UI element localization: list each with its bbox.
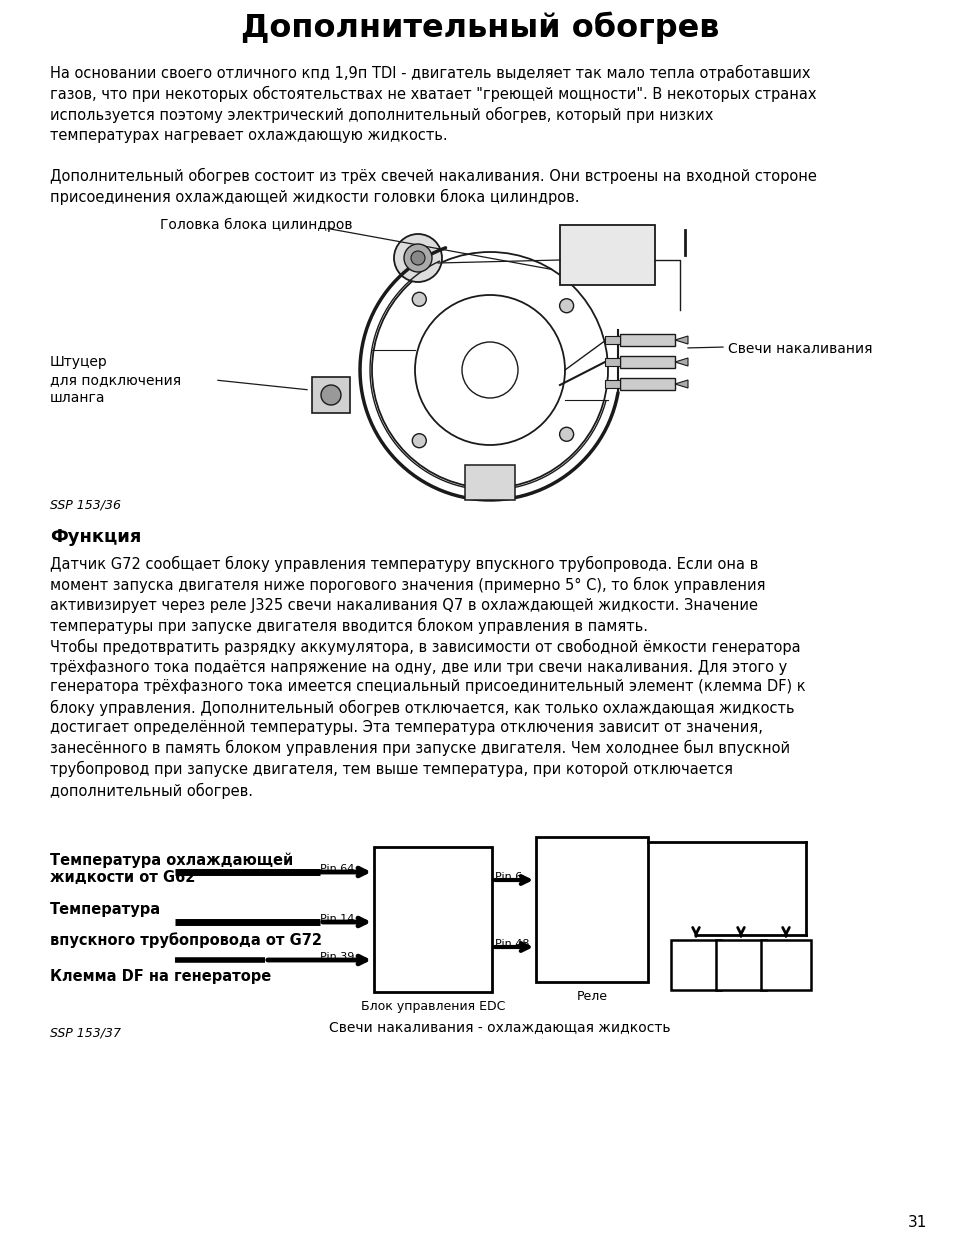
Text: Pin 6: Pin 6 <box>495 872 522 882</box>
Text: Дополнительный обогрев состоит из трёх свечей накаливания. Они встроены на входн: Дополнительный обогрев состоит из трёх с… <box>50 168 817 206</box>
Circle shape <box>321 384 341 406</box>
Text: Свечи накаливания - охлаждающая жидкость: Свечи накаливания - охлаждающая жидкость <box>329 1020 671 1035</box>
Text: Блок управления EDC: Блок управления EDC <box>361 1000 505 1013</box>
Text: Q7: Q7 <box>777 958 796 972</box>
Text: 31: 31 <box>908 1216 927 1231</box>
Text: Клемма DF на генераторе: Клемма DF на генераторе <box>50 968 272 983</box>
Polygon shape <box>675 379 688 388</box>
Text: впускного трубопровода от G72: впускного трубопровода от G72 <box>50 932 322 947</box>
Bar <box>620 356 675 368</box>
Text: Q7: Q7 <box>686 958 706 972</box>
Text: Pin 39: Pin 39 <box>320 952 354 962</box>
Circle shape <box>560 427 574 442</box>
Bar <box>605 336 620 344</box>
Circle shape <box>394 235 442 282</box>
Polygon shape <box>675 358 688 366</box>
Bar <box>605 358 620 366</box>
Text: Pin 48: Pin 48 <box>495 938 530 948</box>
Text: жидкости от G62: жидкости от G62 <box>50 870 196 885</box>
Bar <box>671 940 721 990</box>
Text: Q7: Q7 <box>732 958 751 972</box>
Text: SSP 153/37: SSP 153/37 <box>50 1027 121 1040</box>
Circle shape <box>560 298 574 313</box>
Circle shape <box>412 434 426 448</box>
Bar <box>560 225 655 285</box>
Bar <box>605 379 620 388</box>
Bar <box>465 466 515 500</box>
Text: J325: J325 <box>570 901 613 921</box>
Text: Pin 64: Pin 64 <box>320 864 354 874</box>
Text: Температура: Температура <box>50 902 161 917</box>
Bar <box>374 847 492 992</box>
Bar <box>280 215 730 510</box>
Bar <box>620 334 675 346</box>
Text: Температура охлаждающей: Температура охлаждающей <box>50 852 293 867</box>
Bar <box>536 837 648 982</box>
Circle shape <box>412 292 426 306</box>
Text: SSP 153/36: SSP 153/36 <box>50 498 121 510</box>
Circle shape <box>404 245 432 272</box>
Text: Реле: Реле <box>577 990 608 1003</box>
Text: Pin 14: Pin 14 <box>320 914 354 924</box>
Text: Датчик G72 сообщает блоку управления температуру впускного трубопровода. Если он: Датчик G72 сообщает блоку управления тем… <box>50 557 805 799</box>
Bar <box>761 940 811 990</box>
Bar <box>620 378 675 389</box>
Text: Свечи накаливания: Свечи накаливания <box>728 342 873 356</box>
Text: На основании своего отличного кпд 1,9п TDI - двигатель выделяет так мало тепла о: На основании своего отличного кпд 1,9п T… <box>50 65 817 144</box>
Text: Головка блока цилиндров: Головка блока цилиндров <box>160 218 352 232</box>
Polygon shape <box>675 336 688 344</box>
Text: Штуцер
для подключения
шланга: Штуцер для подключения шланга <box>50 354 181 404</box>
Circle shape <box>411 251 425 265</box>
Bar <box>716 940 766 990</box>
Text: J248: J248 <box>412 911 454 931</box>
Bar <box>312 377 350 413</box>
Text: Дополнительный обогрев: Дополнительный обогрев <box>241 12 719 45</box>
Text: Функция: Функция <box>50 528 141 547</box>
